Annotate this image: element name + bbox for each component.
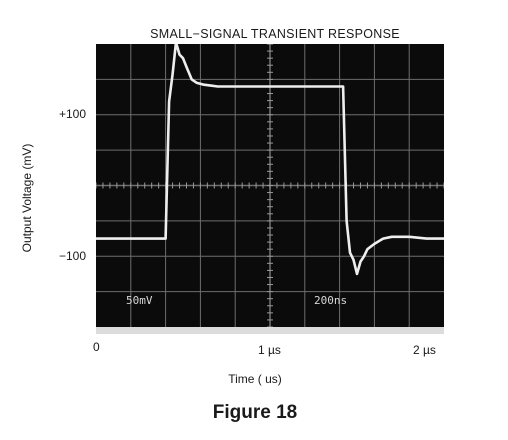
vertical-scale-label: 50mV — [126, 294, 153, 307]
chart-title: SMALL−SIGNAL TRANSIENT RESPONSE — [150, 27, 400, 41]
x-tick-label-1us: 1 µs — [258, 343, 281, 357]
x-axis-label: Time ( us) — [228, 372, 282, 386]
center-axis-ticks — [96, 44, 444, 328]
scope-bottom-edge — [96, 327, 444, 334]
figure-caption: Figure 18 — [212, 402, 298, 423]
x-tick-label-2us: 2 µs — [413, 343, 436, 357]
y-axis-label: Output Voltage (mV) — [20, 143, 34, 253]
x-tick-label-0: 0 — [93, 340, 100, 354]
y-tick-label-minus-100: −100 — [58, 249, 86, 263]
oscilloscope-plot: 50mV 200ns — [96, 44, 444, 334]
time-scale-label: 200ns — [314, 294, 347, 307]
y-tick-label-plus-100: +100 — [58, 107, 86, 121]
signal-trace — [96, 44, 444, 276]
